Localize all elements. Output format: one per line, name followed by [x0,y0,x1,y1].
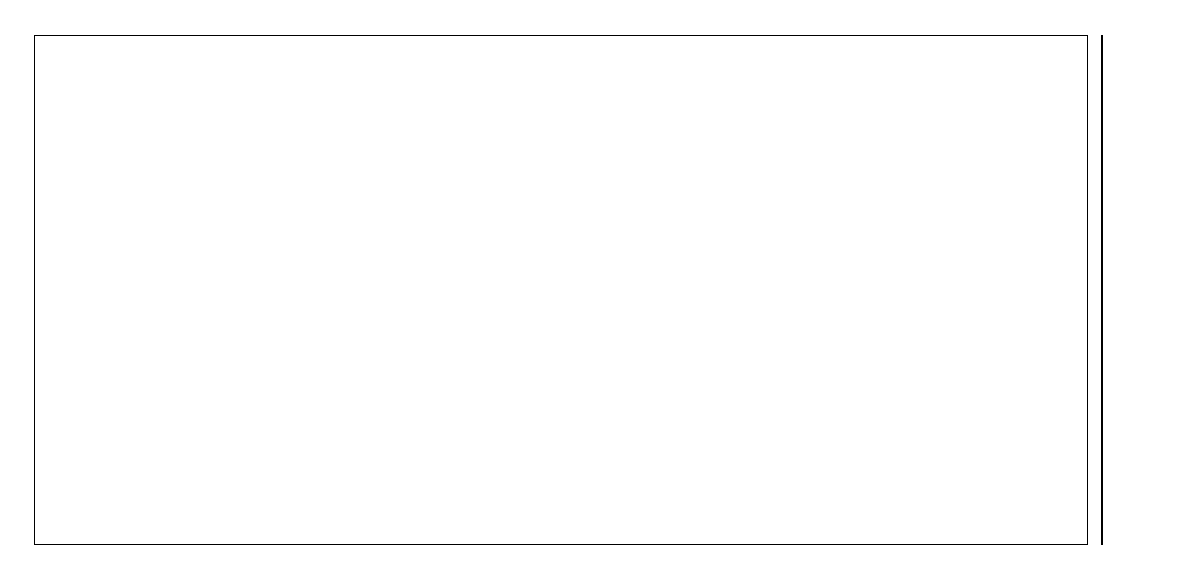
colorbar-axis-line [1101,35,1103,545]
x-axis-tick-labels [34,549,1088,567]
colorbar [1108,35,1158,545]
heatmap-grid [34,35,1088,545]
y-axis-tick-labels [0,35,28,545]
